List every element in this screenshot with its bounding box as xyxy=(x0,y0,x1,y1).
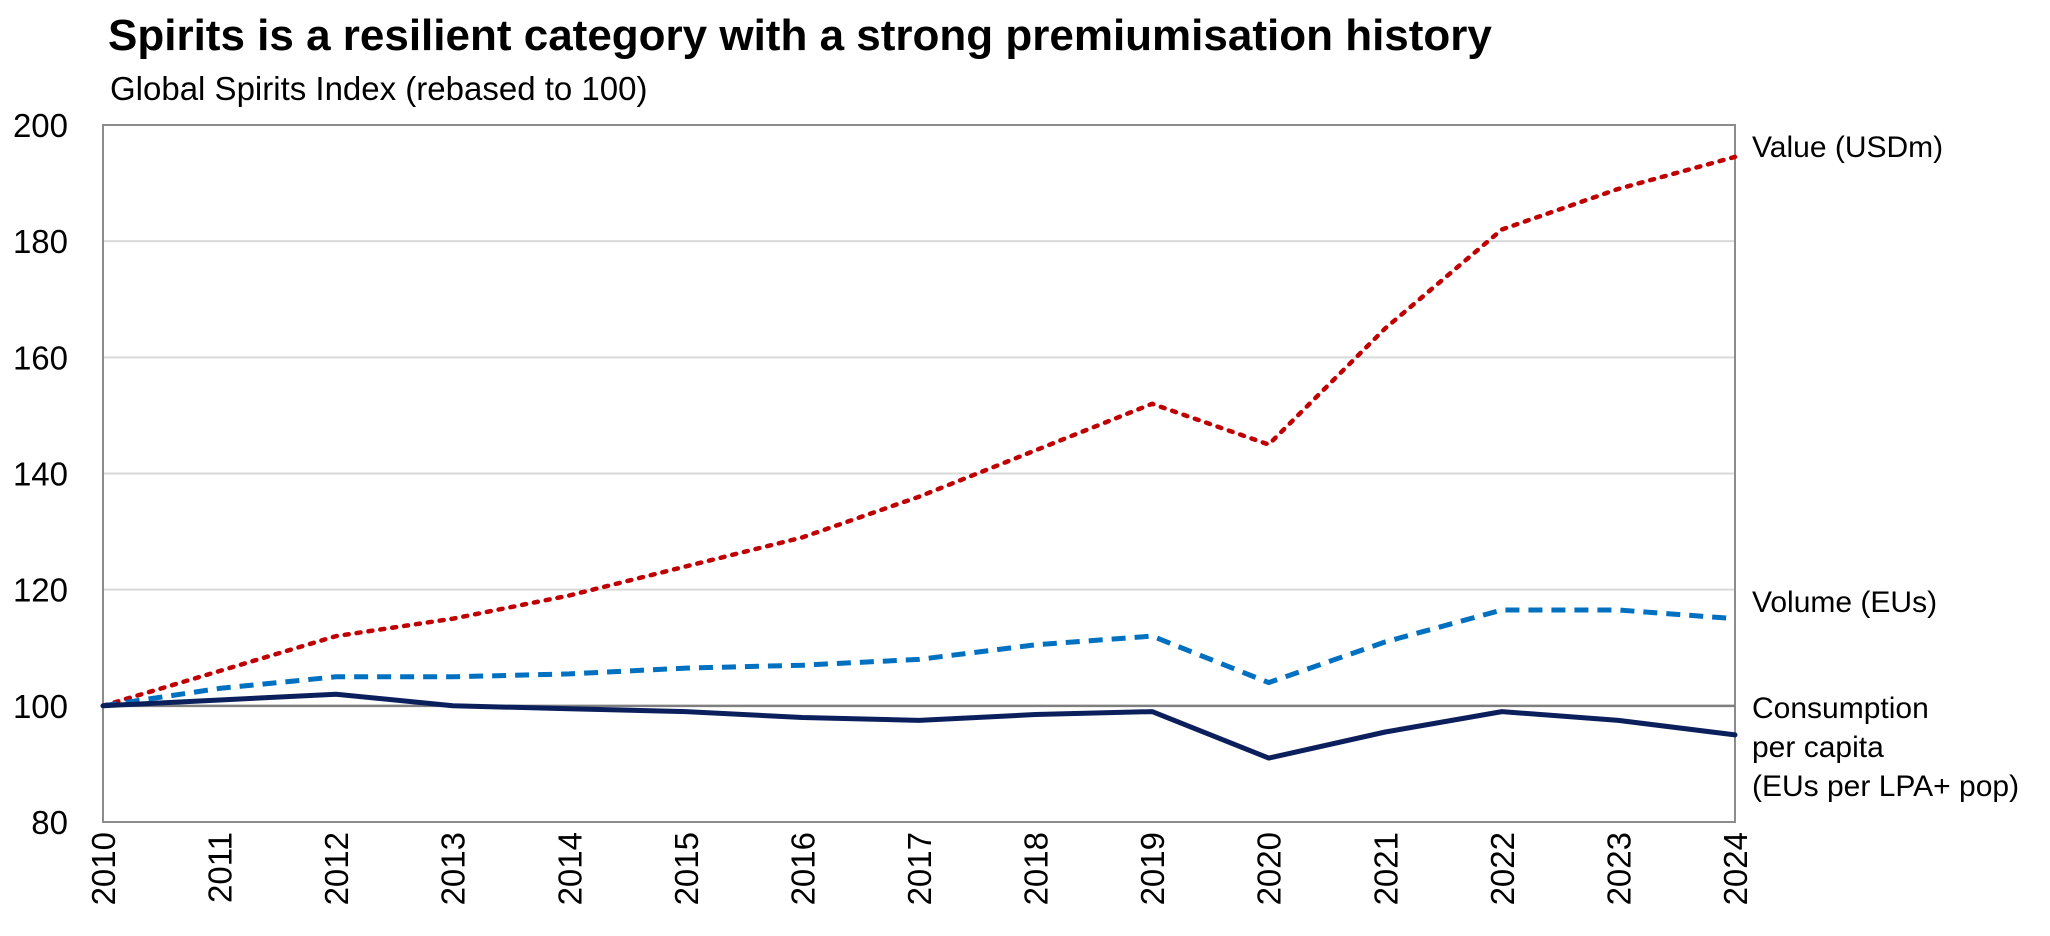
chart-title: Spirits is a resilient category with a s… xyxy=(108,11,1492,60)
x-tick-label: 2018 xyxy=(1018,832,1055,905)
x-tick-label: 2021 xyxy=(1367,832,1404,905)
chart-subtitle: Global Spirits Index (rebased to 100) xyxy=(110,70,647,107)
x-tick-label: 2011 xyxy=(202,832,239,903)
x-tick-label: 2017 xyxy=(901,832,938,905)
y-axis-ticks: 80 100 120 140 160 180 200 xyxy=(13,107,68,841)
gridlines xyxy=(103,240,1735,591)
x-axis-ticks: 2010 2011 2012 2013 2014 2015 2016 2017 2018 2019… xyxy=(85,832,1754,905)
x-tick-label: 2016 xyxy=(784,832,821,905)
series-line-0 xyxy=(100,154,1738,709)
x-tick-label: 2014 xyxy=(551,832,588,905)
series-labels: Value (USDm) Volume (EUs) Consumption per c… xyxy=(1752,131,2019,803)
series-line-2 xyxy=(100,691,1738,761)
x-tick-label: 2024 xyxy=(1717,832,1754,905)
series-label: Volume (EUs) xyxy=(1752,586,1937,619)
x-tick-label: 2019 xyxy=(1134,832,1171,905)
series-label: Value (USDm) xyxy=(1752,131,1943,164)
series-lines xyxy=(100,154,1738,761)
x-tick-label: 2010 xyxy=(85,832,122,905)
series-line-1 xyxy=(102,607,1736,709)
plot-area-border xyxy=(102,124,1736,823)
x-tick-label: 2022 xyxy=(1484,832,1521,905)
y-tick-label: 80 xyxy=(31,804,68,841)
series-label: per capita xyxy=(1752,731,1884,764)
y-tick-label: 120 xyxy=(13,572,68,609)
y-tick-label: 180 xyxy=(13,223,68,260)
x-tick-label: 2013 xyxy=(435,832,472,905)
y-tick-label: 140 xyxy=(13,456,68,493)
y-tick-label: 200 xyxy=(13,107,68,144)
x-tick-label: 2015 xyxy=(668,832,705,905)
series-label: (EUs per LPA+ pop) xyxy=(1752,770,2019,803)
x-tick-label: 2023 xyxy=(1600,832,1637,905)
y-tick-label: 100 xyxy=(13,688,68,725)
y-tick-label: 160 xyxy=(13,339,68,376)
series-label: Consumption xyxy=(1752,692,1929,725)
x-tick-label: 2012 xyxy=(318,832,355,905)
x-tick-label: 2020 xyxy=(1251,832,1288,905)
